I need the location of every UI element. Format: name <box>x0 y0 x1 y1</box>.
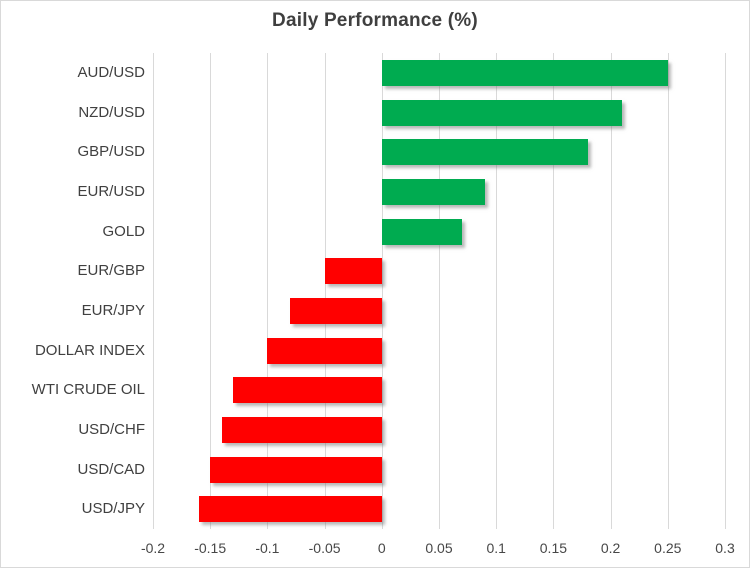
gridline <box>381 53 383 529</box>
x-tick-label: 0.25 <box>654 540 682 556</box>
bar-gbp-usd <box>381 139 588 166</box>
chart-title: Daily Performance (%) <box>272 10 478 31</box>
bar-usd-jpy <box>198 496 382 523</box>
bar-eur-gbp <box>324 258 382 285</box>
gridline <box>153 53 154 529</box>
bar-usd-chf <box>221 416 382 443</box>
bar-wti-crude-oil <box>233 377 382 404</box>
category-label-gold: GOLD <box>102 222 145 240</box>
gridline <box>496 53 498 529</box>
bar-eur-usd <box>381 178 485 205</box>
category-label-dollar-index: DOLLAR INDEX <box>34 341 145 359</box>
bar-dollar-index <box>267 337 382 364</box>
x-tick-label: 0.05 <box>425 540 453 556</box>
x-tick-label: -0.2 <box>140 540 166 556</box>
category-label-aud-usd: AUD/USD <box>77 64 145 81</box>
category-label-eur-usd: EUR/USD <box>77 183 145 200</box>
category-label-eur-jpy: EUR/JPY <box>81 302 145 319</box>
x-tick-label: 0 <box>377 540 386 556</box>
category-label-usd-chf: USD/CHF <box>78 421 145 438</box>
x-tick-label: 0.3 <box>715 540 735 556</box>
x-tick-label: 0.15 <box>539 540 568 556</box>
gridline <box>553 53 555 529</box>
gridline <box>267 53 269 529</box>
category-label-eur-gbp: EUR/GBP <box>77 262 145 280</box>
category-label-wti-crude-oil: WTI CRUDE OIL <box>31 381 145 399</box>
gridline <box>210 53 212 529</box>
plot-area <box>153 53 726 529</box>
category-label-usd-jpy: USD/JPY <box>81 500 145 518</box>
gridline <box>324 53 326 529</box>
bar-nzd-usd <box>381 99 622 126</box>
gridline <box>610 53 612 529</box>
gridline <box>667 53 669 529</box>
x-tick-label: -0.1 <box>255 540 280 556</box>
category-label-usd-cad: USD/CAD <box>77 460 145 478</box>
gridline <box>439 53 440 529</box>
bar-usd-cad <box>210 456 382 483</box>
bar-gold <box>381 218 462 245</box>
bar-aud-usd <box>381 59 668 86</box>
bar-eur-jpy <box>290 297 382 324</box>
category-label-nzd-usd: NZD/USD <box>78 103 145 121</box>
x-tick-label: 0.1 <box>486 540 506 556</box>
category-label-gbp-usd: GBP/USD <box>77 143 145 161</box>
x-tick-label: -0.05 <box>308 540 341 556</box>
gridline <box>725 53 726 529</box>
x-tick-label: -0.15 <box>194 540 227 556</box>
x-tick-label: 0.2 <box>600 540 621 556</box>
